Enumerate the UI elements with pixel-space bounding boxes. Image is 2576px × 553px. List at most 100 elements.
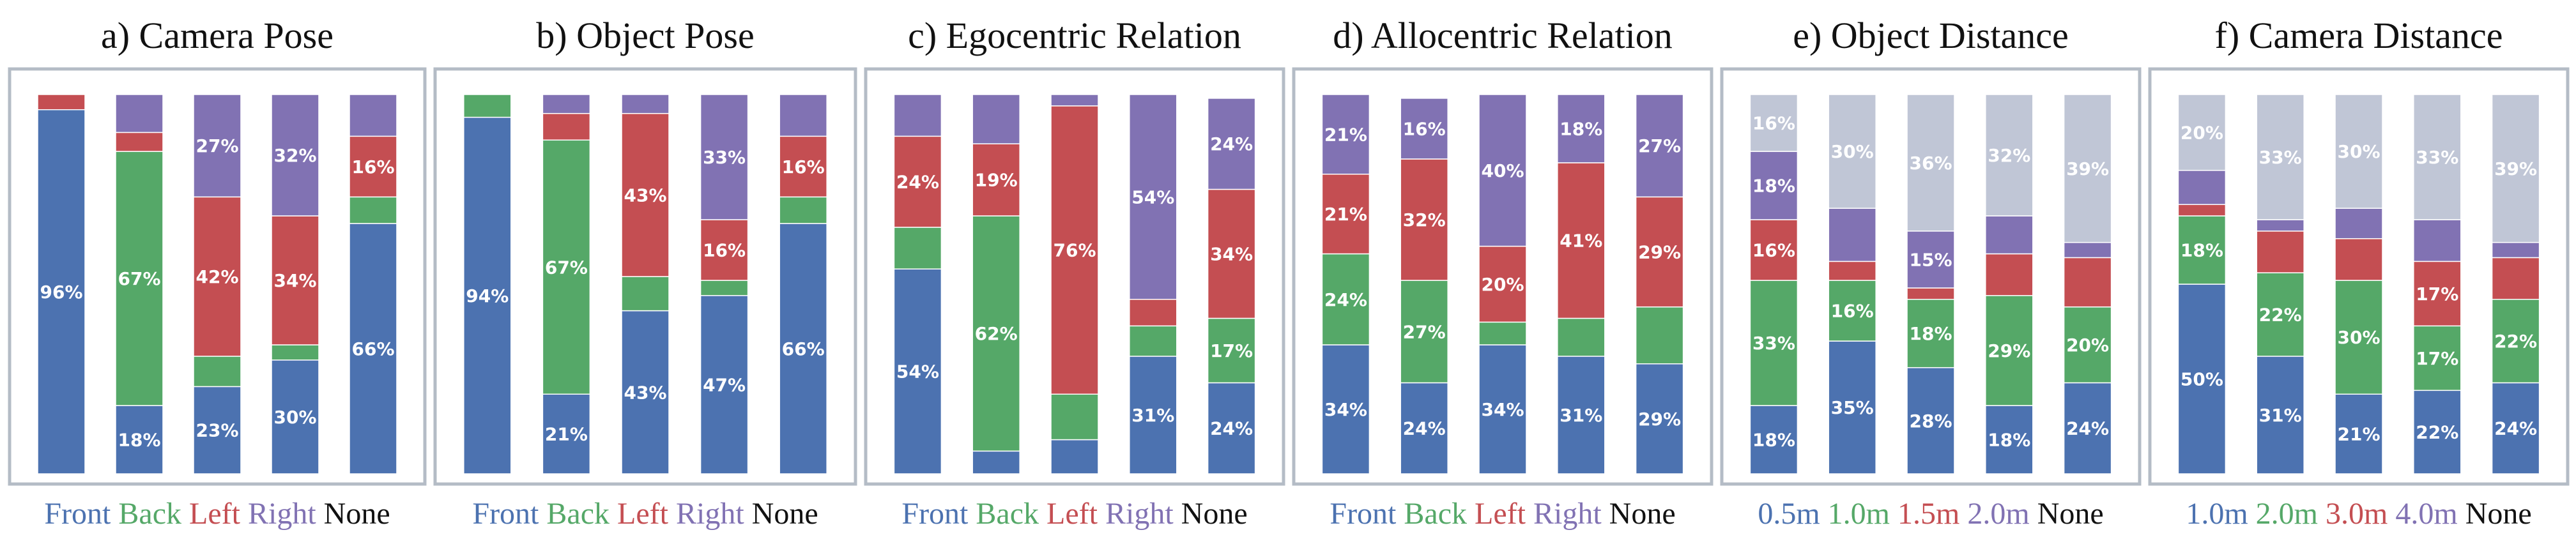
- bar-segment-none: [2491, 94, 2540, 243]
- bar-segment-front: [463, 116, 512, 474]
- data-label: 18%: [118, 430, 160, 451]
- bar-segment-2-0m: [2177, 215, 2227, 285]
- data-label: 24%: [896, 172, 939, 193]
- panel-frame: [8, 67, 427, 486]
- bar-segment-front: [115, 405, 164, 474]
- x-tick-label-back: Back: [976, 497, 1039, 531]
- data-label: 22%: [2259, 305, 2302, 326]
- bar-segment-right: [115, 94, 164, 133]
- data-label: 24%: [1210, 133, 1253, 155]
- bar-segment-back: [972, 215, 1020, 452]
- bar-segment-none: [2063, 94, 2112, 243]
- data-label: 29%: [1638, 409, 1681, 430]
- bar-segment-1-0m: [2413, 390, 2462, 474]
- data-label: 50%: [2181, 369, 2223, 390]
- bar-segment-2-0m: [1749, 151, 1798, 220]
- x-tick-label-right: Right: [676, 497, 744, 531]
- bar-segment-0-5m: [1985, 405, 2034, 474]
- panel-title: e) Object Distance: [1793, 15, 2069, 56]
- data-label: 22%: [2494, 331, 2537, 352]
- x-tick-label-front: Front: [901, 497, 969, 531]
- bar-segment-4-0m: [2491, 241, 2540, 259]
- data-label: 20%: [1481, 274, 1524, 295]
- data-label: 34%: [273, 270, 316, 291]
- x-tick-label-none: None: [1181, 497, 1248, 531]
- bar-segment-2-0m: [2334, 280, 2383, 395]
- data-label: 17%: [1210, 340, 1253, 361]
- bar-segment-left: [115, 132, 164, 152]
- bar-segment-left: [972, 143, 1020, 216]
- bar-segment-right: [1478, 94, 1527, 247]
- bar-segment-back: [1207, 317, 1256, 384]
- x-tick-label-2-0m: 2.0m: [1967, 497, 2029, 531]
- x-tick-label-none: None: [2465, 497, 2532, 531]
- data-label: 28%: [1909, 411, 1952, 432]
- data-label: 24%: [2494, 418, 2537, 439]
- bar-segment-4-0m: [2177, 170, 2227, 206]
- data-label: 23%: [195, 420, 238, 441]
- data-label: 42%: [195, 266, 238, 287]
- x-tick-label-right: Right: [248, 497, 316, 531]
- bar-segment-front: [1478, 344, 1527, 474]
- data-label: 41%: [1560, 231, 1602, 252]
- bar-segment-2-0m: [2256, 272, 2304, 357]
- data-label: 21%: [545, 424, 588, 445]
- bar-segment-left: [1050, 105, 1099, 395]
- x-tick-label-left: Left: [1046, 497, 1098, 531]
- bar-segment-front: [779, 223, 827, 474]
- bar-segment-none: [1985, 94, 2034, 216]
- data-label: 34%: [1324, 399, 1367, 420]
- x-tick-label-none: None: [2037, 497, 2104, 531]
- data-label: 17%: [2416, 284, 2458, 305]
- data-label: 62%: [975, 323, 1018, 344]
- data-label: 24%: [1403, 418, 1446, 439]
- bar-segment-front: [893, 268, 942, 474]
- data-label: 21%: [1324, 124, 1367, 145]
- panel-title: c) Egocentric Relation: [908, 15, 1241, 56]
- bar-segment-left: [349, 135, 397, 198]
- data-label: 39%: [2066, 158, 2109, 179]
- data-label: 54%: [1131, 186, 1174, 208]
- x-tick-label-4-0m: 4.0m: [2395, 497, 2457, 531]
- panel-4: d) Allocentric Relation 34% 24% 21% 21% 24% 27…: [1292, 15, 1713, 531]
- bar-segment-back: [1400, 280, 1448, 384]
- x-tick-label-3-0m: 3.0m: [2326, 497, 2388, 531]
- bar-segment-back: [542, 139, 591, 395]
- x-tick-label-back: Back: [118, 497, 181, 531]
- data-label: 30%: [2337, 141, 2380, 162]
- data-label: 54%: [896, 361, 939, 383]
- bar-segment-left: [1129, 299, 1177, 327]
- bar-segment-1-0m: [2491, 382, 2540, 474]
- bar-segment-1-0m: [2063, 306, 2112, 384]
- bar-segment-right: [1321, 94, 1370, 175]
- bar-segment-none: [2256, 94, 2304, 220]
- data-label: 47%: [703, 374, 746, 395]
- bar-segment-right: [700, 94, 749, 220]
- panel-frame: [2148, 67, 2570, 486]
- data-label: 36%: [1909, 153, 1952, 174]
- panel-frame: [1720, 67, 2142, 486]
- bar-segment-right: [1129, 94, 1177, 300]
- x-tick-label-front: Front: [472, 497, 539, 531]
- data-label: 40%: [1481, 160, 1524, 181]
- bar-segment-right: [779, 94, 827, 137]
- bar-segment-right: [542, 94, 591, 114]
- bar-segment-left: [37, 94, 86, 110]
- data-label: 66%: [351, 338, 394, 360]
- data-label: 18%: [1988, 430, 2030, 451]
- bar-segment-front: [271, 360, 319, 474]
- data-label: 27%: [195, 135, 238, 156]
- data-label: 16%: [782, 156, 825, 178]
- bar-segment-back: [779, 196, 827, 224]
- x-tick-label-0-5m: 0.5m: [1758, 497, 1820, 531]
- data-label: 30%: [273, 407, 316, 428]
- bar-segment-1-0m: [1906, 299, 1955, 368]
- bar-segment-front: [193, 386, 241, 474]
- bar-segment-back: [1321, 253, 1370, 345]
- panel-title: b) Object Pose: [536, 15, 755, 56]
- bar-segment-left: [1557, 162, 1606, 319]
- bar-segment-4-0m: [2256, 219, 2304, 232]
- x-tick-label-back: Back: [1404, 497, 1467, 531]
- data-label: 16%: [1752, 240, 1795, 261]
- data-label: 27%: [1403, 321, 1446, 342]
